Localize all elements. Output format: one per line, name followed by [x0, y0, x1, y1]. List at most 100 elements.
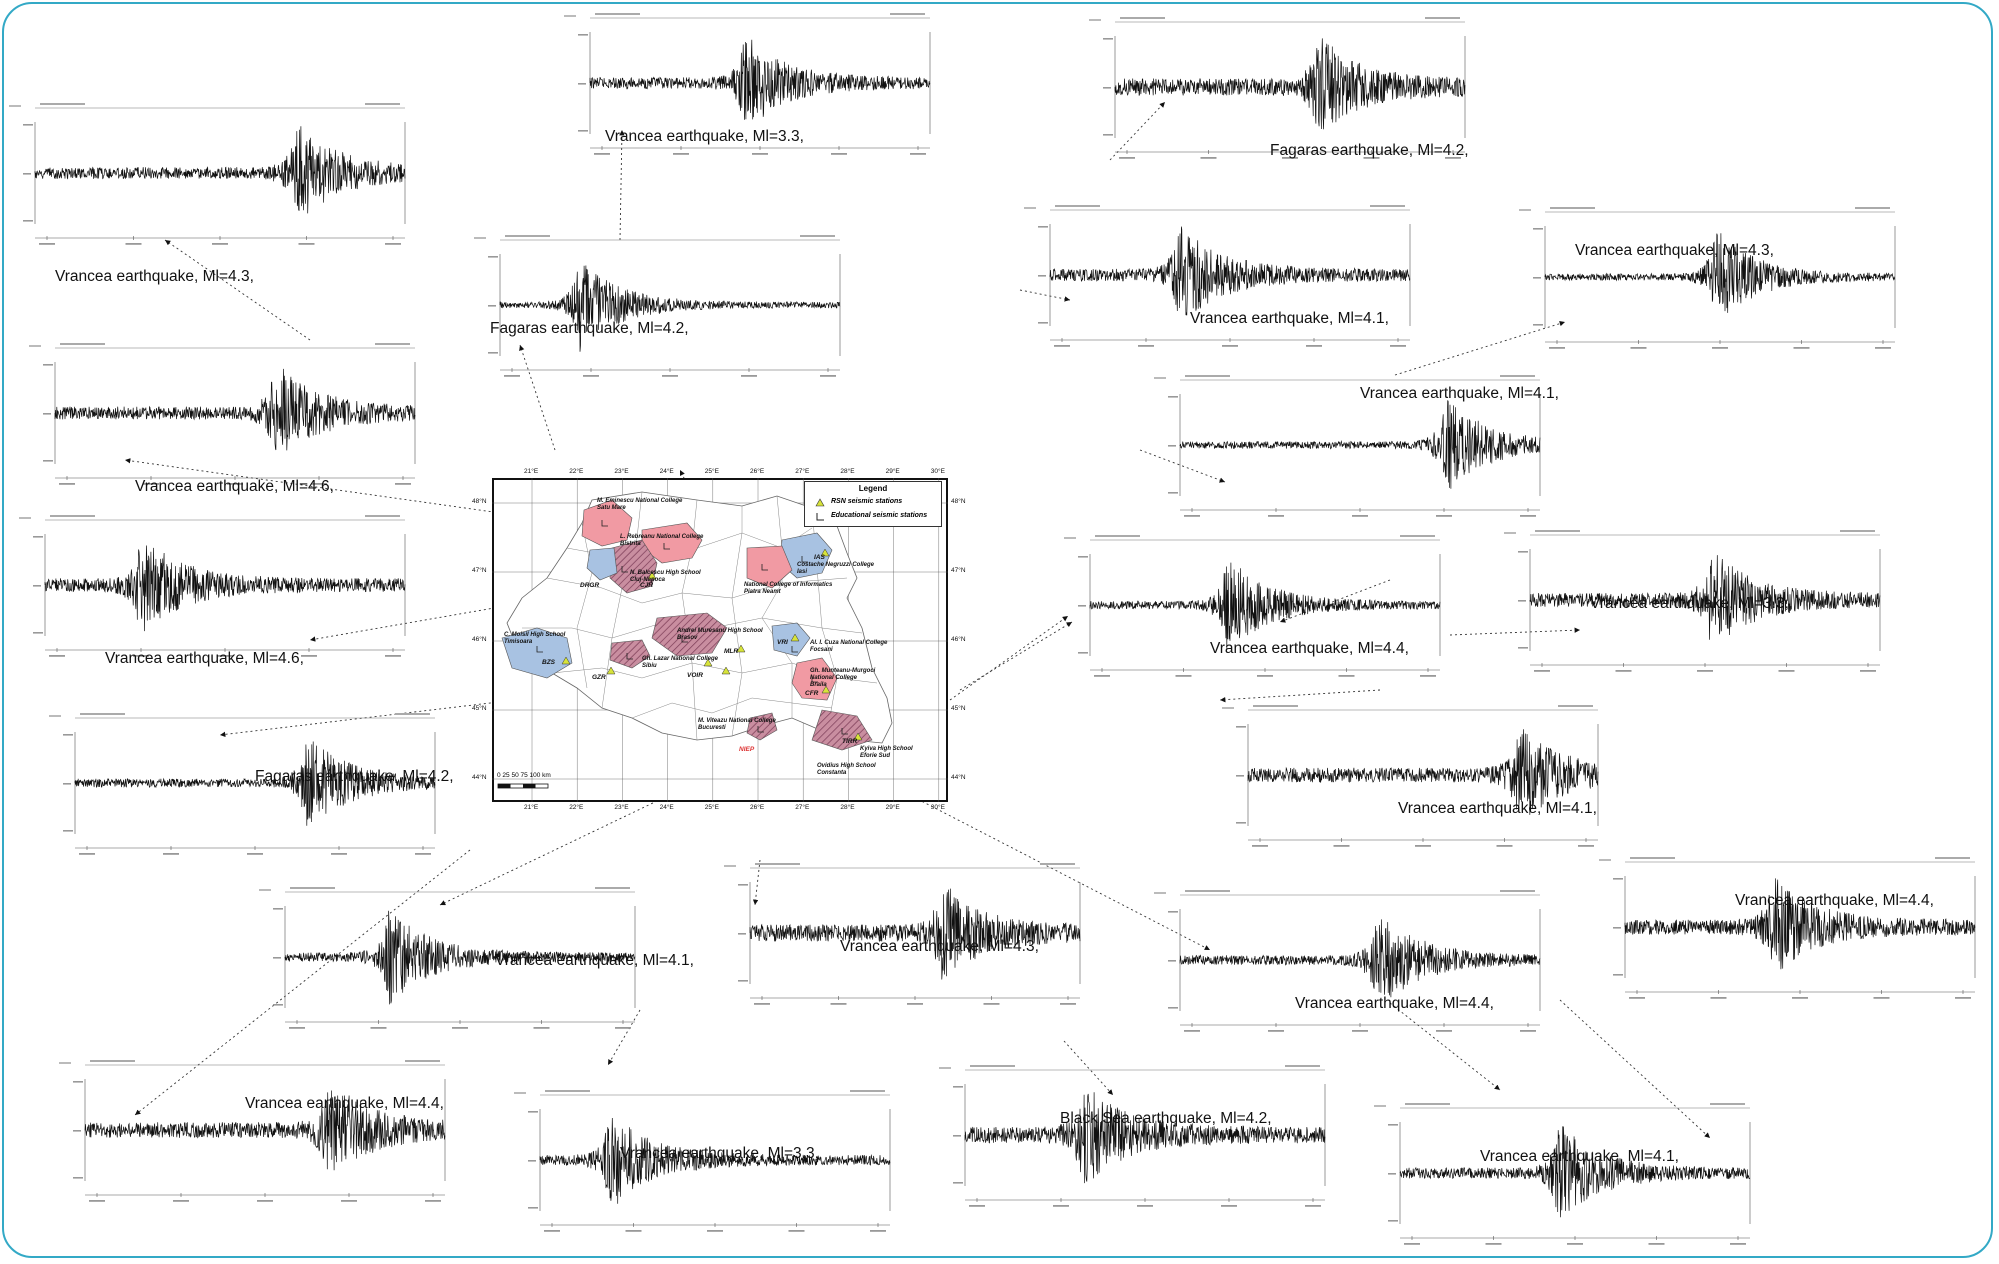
map-tick-label: 29°E [885, 804, 900, 811]
connector-arrow [519, 344, 556, 451]
map-tick-label: 45°N [472, 705, 487, 712]
station-label: MLR [724, 648, 739, 655]
connector-arrow [959, 621, 1073, 691]
school-label: M. Eminescu National College Satu Mare [597, 498, 683, 511]
rsn-triangle-icon [815, 498, 825, 507]
school-label: Costache Negruzzi College Iasi [797, 562, 875, 575]
connector-arrow [1559, 999, 1711, 1139]
connector-arrow [1389, 1002, 1501, 1091]
station-label: VRI [777, 639, 788, 646]
school-label: C. Moisil High School Timisoara [504, 632, 566, 645]
station-label: VOIR [687, 672, 703, 679]
waveform-caption: Black Sea earthquake, Ml=4.2, [1060, 1110, 1272, 1127]
map-graphic [492, 478, 948, 802]
connector-arrow [1019, 289, 1071, 302]
map-tick-label: 23°E [614, 804, 629, 811]
connector-arrow [949, 615, 1069, 701]
map-tick-label: 30°E [930, 804, 945, 811]
waveform-panel: Vrancea earthquake, Ml=3.3, [1500, 525, 1900, 685]
map-tick-label: 24°E [659, 468, 674, 475]
waveform-caption: Vrancea earthquake, Ml=4.3, [840, 938, 1039, 955]
waveform-caption: Vrancea earthquake, Ml=4.6, [105, 650, 304, 667]
connector-arrow [124, 458, 551, 521]
map-tick-label: 25°E [704, 468, 719, 475]
waveform-panel: Fagaras earthquake, Ml=4.2, [470, 230, 860, 390]
waveform-panel: Vrancea earthquake, Ml=4.4, [1595, 852, 1995, 1012]
station-label: GZR [592, 674, 606, 681]
map-tick-label: 22°E [569, 468, 584, 475]
map-tick-label: 21°E [524, 468, 539, 475]
waveform-caption: Vrancea earthquake, Ml=3.3, [1590, 595, 1789, 612]
school-label: Gh. Lazar National College Sibiu [642, 656, 719, 669]
station-label: DRGR [580, 582, 600, 589]
station-label: TIRR [842, 738, 858, 745]
map-tick-label: 25°E [704, 804, 719, 811]
map-tick-label: 45°N [951, 705, 966, 712]
map-legend: Legend RSN seismic stations Educational … [804, 481, 942, 527]
connector-arrow [899, 789, 1211, 951]
map-tick-label: 30°E [930, 468, 945, 475]
waveform-panel: Vrancea earthquake, Ml=4.1, [1218, 700, 1618, 860]
waveform-caption: Vrancea earthquake, Ml=4.1, [1360, 385, 1559, 402]
waveform-panel: Fagaras earthquake, Ml=4.2, [45, 708, 455, 868]
waveform-panel: Vrancea earthquake, Ml=4.4, [55, 1055, 465, 1215]
waveform-panel: Vrancea earthquake, Ml=4.6, [15, 510, 425, 670]
school-label: Andrei Muresanu High School Brasov [677, 628, 763, 641]
waveform-panel: Vrancea earthquake, Ml=4.1, [1370, 1098, 1770, 1258]
school-label: Al. I. Cuza National College Focsani [810, 640, 888, 653]
waveform-panel: Vrancea earthquake, Ml=4.6, [25, 338, 435, 498]
connector-arrow [619, 129, 625, 241]
connector-arrow [309, 599, 541, 642]
station-label: NIEP [739, 746, 755, 753]
waveform-panel: Vrancea earthquake, Ml=4.1, [1020, 200, 1430, 360]
connector-arrow [1449, 627, 1581, 636]
map-tick-label: 26°E [750, 468, 765, 475]
school-label: N. Balcescu High School Cluj-Napoca [630, 570, 701, 583]
waveform-caption: Vrancea earthquake, Ml=4.4, [1295, 995, 1494, 1012]
legend-edu-label: Educational seismic stations [831, 512, 928, 519]
map-tick-label: 48°N [472, 498, 487, 505]
map-tick-label: 44°N [472, 774, 487, 781]
waveform-panel: Vrancea earthquake, Ml=3.3, [560, 8, 950, 168]
waveform-caption: Vrancea earthquake, Ml=4.1, [495, 952, 694, 969]
map-tick-label: 46°N [472, 636, 487, 643]
scale-label: 0 25 50 75 100 km [497, 772, 551, 779]
waveform-panel: Vrancea earthquake, Ml=3.3, [510, 1085, 910, 1245]
map-tick-label: 27°E [795, 468, 810, 475]
connector-arrow [1139, 449, 1226, 483]
map-tick-label: 21°E [524, 804, 539, 811]
edu-station-icon [816, 513, 824, 521]
waveform-caption: Vrancea earthquake, Ml=3.3, [605, 128, 804, 145]
waveform-panel: Vrancea earthquake, Ml=4.3, [1515, 202, 1915, 362]
waveform-caption: Vrancea earthquake, Ml=4.6, [135, 478, 334, 495]
waveform-panel: Fagaras earthquake, Ml=4.2, [1085, 12, 1485, 172]
map-tick-label: 44°N [951, 774, 966, 781]
map-tick-label: 47°N [472, 567, 487, 574]
connector-arrow [607, 1009, 641, 1066]
map-tick-label: 24°E [659, 804, 674, 811]
school-label: National College of Informatics Piatra N… [744, 582, 833, 595]
map-tick-label: 23°E [614, 468, 629, 475]
connector-arrow [164, 239, 311, 341]
connector-arrow [1109, 101, 1166, 161]
waveform-panel: Vrancea earthquake, Ml=4.1, [1150, 370, 1560, 530]
map-tick-label: 22°E [569, 804, 584, 811]
legend-title: Legend [858, 484, 888, 493]
connector-arrow [439, 789, 681, 906]
waveform-caption: Fagaras earthquake, Ml=4.2, [490, 320, 689, 337]
map-tick-label: 48°N [951, 498, 966, 505]
waveform-caption: Vrancea earthquake, Ml=4.3, [1575, 242, 1774, 259]
waveform-caption: Vrancea earthquake, Ml=4.4, [1210, 640, 1409, 657]
station-label: CJR [640, 582, 654, 589]
romania-map: 21°E 22°E 23°E 24°E 25°E 26°E 27°E 28°E 29°E 30°E… [472, 468, 966, 811]
school-label: Gh. Munteanu-Murgoci National College Br… [810, 668, 876, 688]
map-tick-label: 47°N [951, 567, 966, 574]
waveform-panel: Vrancea earthquake, Ml=4.4, [1060, 530, 1460, 690]
map-tick-label: 29°E [885, 468, 900, 475]
connector-arrow [219, 689, 601, 738]
waveform-caption: Vrancea earthquake, Ml=4.4, [245, 1095, 444, 1112]
waveform-caption: Vrancea earthquake, Ml=4.4, [1735, 892, 1934, 909]
school-label: Kyiva High School Eforie Sud [860, 746, 913, 759]
